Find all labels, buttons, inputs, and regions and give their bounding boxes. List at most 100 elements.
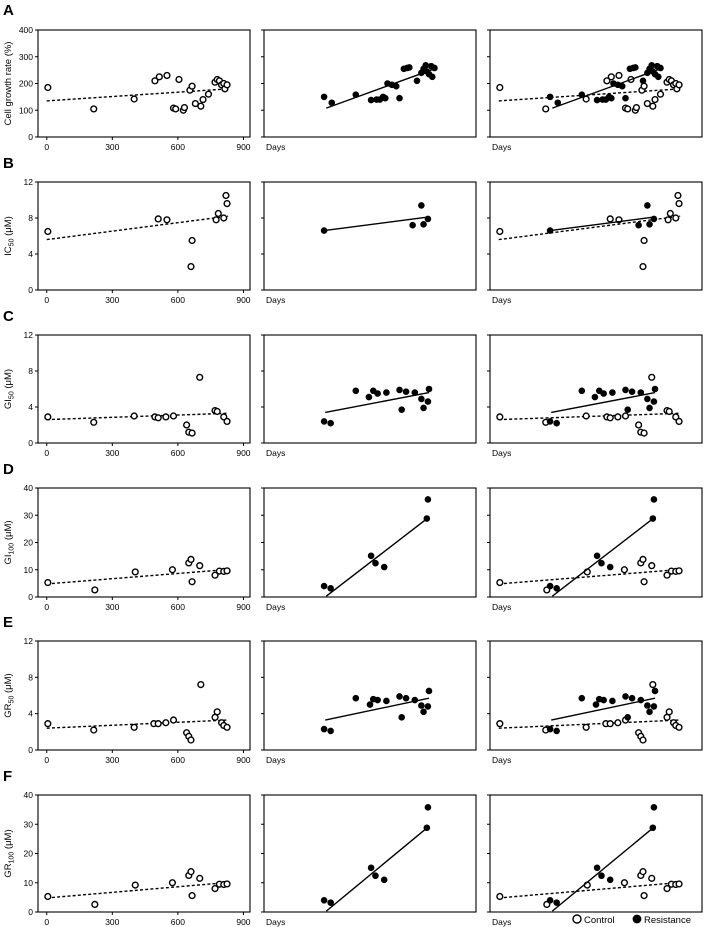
x-tick-label: 0 xyxy=(44,755,49,765)
resistance-point xyxy=(420,708,427,716)
subplot-b-1: 0 4 8 12 0 300 600 900 xyxy=(24,177,251,305)
resistance-point xyxy=(380,563,388,571)
resistance-point xyxy=(578,694,586,702)
resistance-point xyxy=(546,93,554,101)
x-axis-label-days: Days xyxy=(492,602,511,612)
control-point xyxy=(212,216,220,224)
resistance-point xyxy=(381,94,389,102)
resistance-point xyxy=(598,872,605,880)
control-point xyxy=(639,263,647,271)
control-point xyxy=(649,102,657,110)
resistance-trend-line xyxy=(551,826,655,912)
control-point xyxy=(496,720,504,728)
y-axis-label-unit: (μM) xyxy=(3,673,14,695)
x-axis-label-days: Days xyxy=(266,295,285,305)
control-point xyxy=(675,417,683,426)
resistance-trend-line xyxy=(325,826,429,912)
resistance-point xyxy=(431,64,438,72)
control-point xyxy=(656,90,665,98)
control-point xyxy=(632,103,641,112)
resistance-trend-line xyxy=(550,216,655,232)
panel-c: C GI50 (μM) 0 4 8 12 0 300 600 900 Days Days xyxy=(3,308,703,458)
control-point xyxy=(154,215,162,223)
resistance-point xyxy=(624,406,631,414)
resistance-point xyxy=(628,694,636,702)
control-point xyxy=(496,892,504,901)
resistance-point xyxy=(420,404,427,412)
resistance-point xyxy=(425,687,433,695)
x-axis-label-days: Days xyxy=(266,755,285,765)
x-axis-label-days: Days xyxy=(492,295,511,305)
control-point xyxy=(639,555,647,563)
control-trend-line xyxy=(46,215,229,241)
y-axis-label-main: IC xyxy=(3,246,14,256)
control-point xyxy=(614,413,622,421)
panel-letter: F xyxy=(3,768,12,785)
y-axis-label-subscript: 50 xyxy=(9,238,16,246)
resistance-point xyxy=(424,398,432,405)
resistance-point xyxy=(396,386,403,394)
y-axis-label-unit: (μM) xyxy=(3,829,14,851)
control-point xyxy=(496,83,504,92)
y-tick-label: 20 xyxy=(24,849,34,859)
x-tick-label: 600 xyxy=(171,142,185,152)
control-point xyxy=(130,723,138,731)
resistance-point xyxy=(402,694,410,702)
resistance-point xyxy=(327,584,334,592)
resistance-point xyxy=(320,93,328,101)
control-point xyxy=(162,719,170,727)
y-axis-label: GR50 (μM) xyxy=(3,673,16,717)
control-point xyxy=(44,413,52,421)
resistance-point xyxy=(423,515,431,522)
resistance-point xyxy=(607,94,615,102)
y-axis-label-main: GI xyxy=(3,555,14,565)
panel-e: E GR50 (μM) 0 4 8 12 0 300 600 900 Days Days xyxy=(3,614,703,765)
resistance-point xyxy=(592,701,600,708)
y-tick-label: 30 xyxy=(24,819,34,829)
control-point xyxy=(651,95,659,104)
control-point xyxy=(169,716,178,724)
resistance-point xyxy=(622,693,629,700)
resistance-trend-line xyxy=(325,517,429,597)
resistance-point xyxy=(367,552,375,560)
x-tick-label: 900 xyxy=(236,602,250,612)
y-tick-label: 100 xyxy=(19,105,33,115)
control-point xyxy=(603,77,611,85)
control-point xyxy=(188,82,196,90)
resistance-point xyxy=(546,418,554,425)
legend-resistance-marker xyxy=(632,914,642,924)
resistance-point xyxy=(372,872,379,880)
control-trend-line xyxy=(498,568,681,585)
control-point xyxy=(130,95,138,103)
x-tick-label: 600 xyxy=(171,295,185,305)
resistance-point xyxy=(624,713,631,721)
resistance-point xyxy=(327,899,334,906)
resistance-point xyxy=(593,864,601,872)
resistance-point xyxy=(320,896,328,904)
resistance-point xyxy=(365,393,373,401)
y-tick-label: 4 xyxy=(28,249,33,259)
control-point xyxy=(187,868,195,876)
resistance-point xyxy=(600,390,607,397)
plot-frame xyxy=(37,334,251,444)
control-trend-line xyxy=(498,719,681,729)
control-point xyxy=(640,892,648,900)
control-point xyxy=(211,571,219,579)
resistance-point xyxy=(650,703,658,710)
resistance-point xyxy=(320,418,328,425)
panel-b: B IC50 (μM) 0 4 8 12 0 300 600 900 Days Days xyxy=(3,155,703,305)
control-point xyxy=(220,214,228,222)
legend: Control Resistance xyxy=(572,914,691,926)
y-tick-label: 12 xyxy=(24,330,34,340)
resistance-point xyxy=(649,515,657,522)
plot-frame xyxy=(37,640,251,751)
resistance-point xyxy=(352,91,360,99)
y-axis-label-unit: (μM) xyxy=(3,369,14,391)
resistance-point xyxy=(411,389,419,396)
x-tick-label: 900 xyxy=(236,142,250,152)
control-point xyxy=(664,216,672,224)
panel-d: D GI100 (μM) 0 10 20 30 40 0 300 600 900 Days Days xyxy=(3,461,703,612)
x-tick-label: 300 xyxy=(105,295,119,305)
resistance-point xyxy=(367,96,375,104)
control-point xyxy=(168,879,177,887)
